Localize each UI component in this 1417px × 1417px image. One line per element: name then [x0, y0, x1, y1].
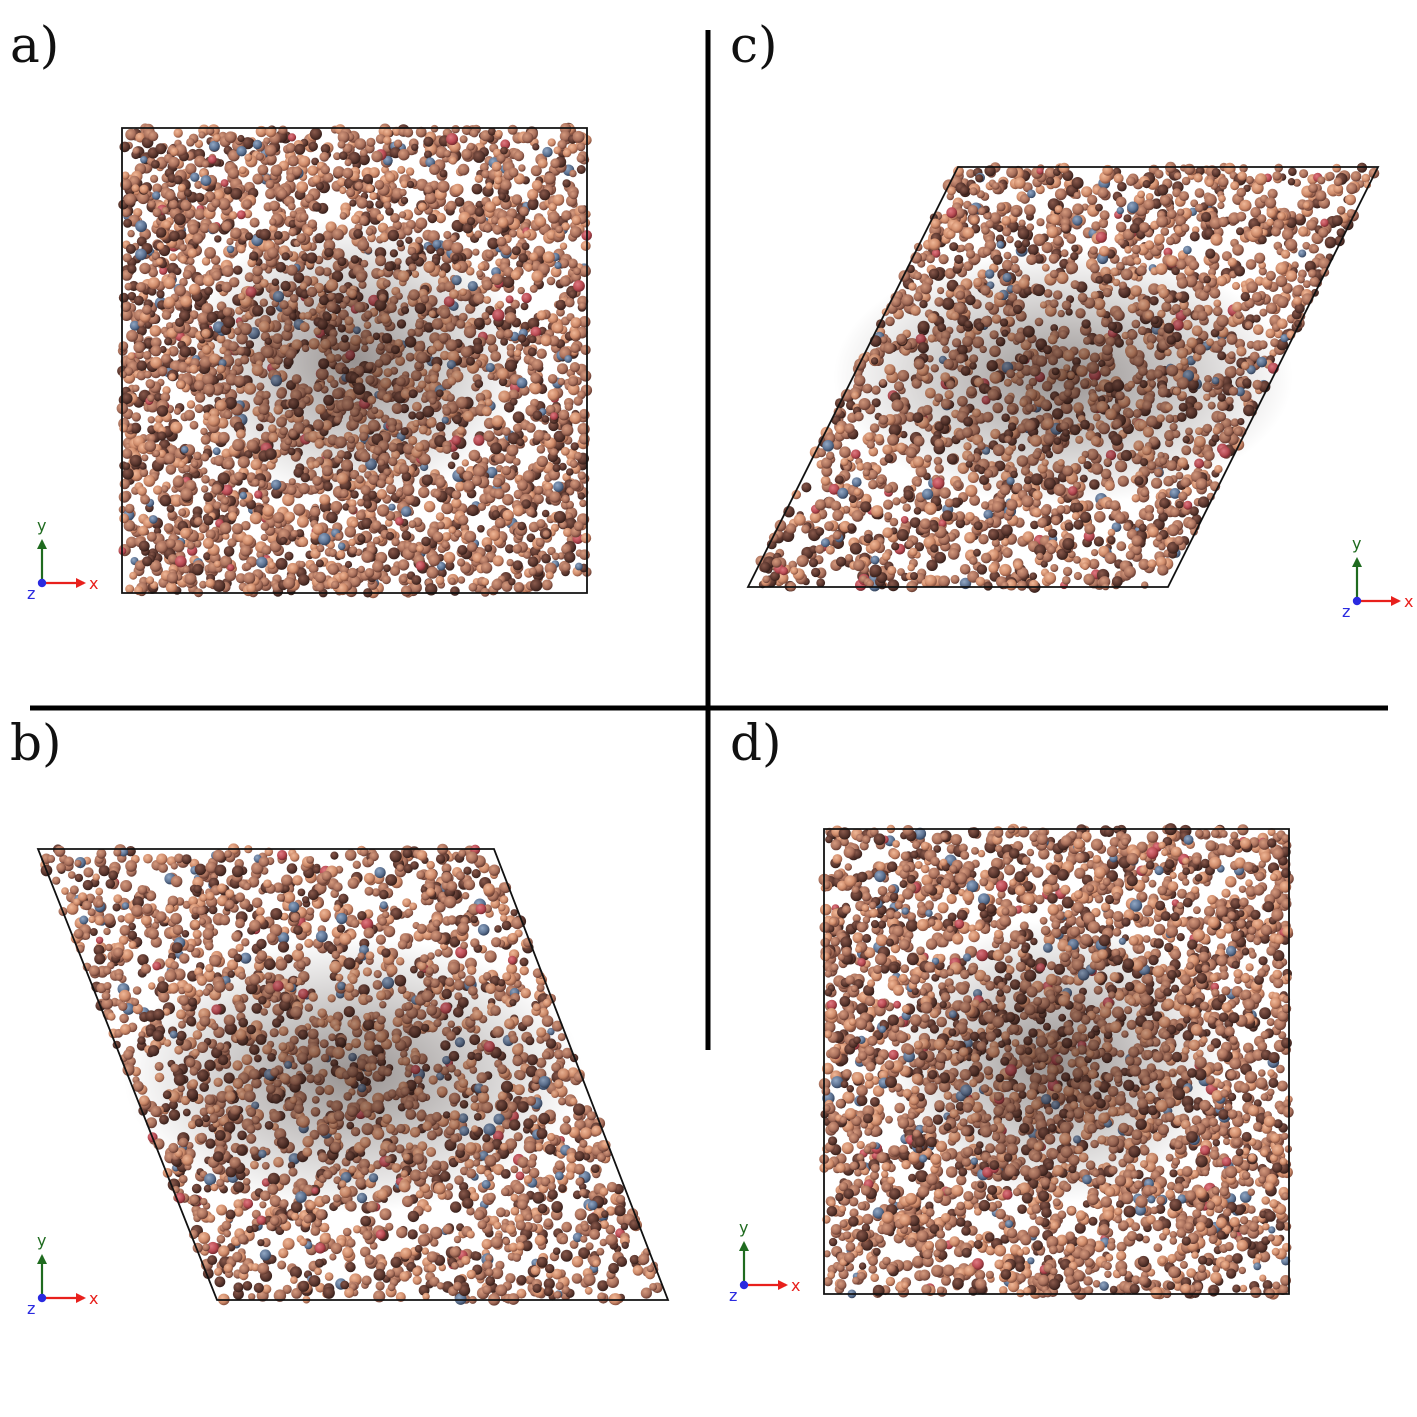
panel-b: xyz — [27, 843, 670, 1318]
panel-label-d: d) — [730, 714, 782, 772]
axis-triad-b: xyz — [27, 1231, 98, 1318]
axis-triad-d: xyz — [729, 1218, 800, 1305]
panel-c: xyz — [746, 161, 1413, 621]
simulation-cell-b — [36, 843, 670, 1306]
panel-d: xyz — [729, 823, 1294, 1305]
panel-a: x y z — [27, 122, 593, 603]
simulation-cell-a — [116, 122, 593, 599]
panel-label-b: b) — [10, 714, 62, 772]
svg-text:z: z — [27, 584, 35, 603]
svg-text:y: y — [37, 516, 46, 535]
panel-label-a: a) — [10, 16, 60, 74]
panel-label-c: c) — [730, 16, 778, 74]
axis-triad-c: xyz — [1342, 534, 1413, 621]
simulation-cell-d — [818, 823, 1294, 1300]
simulation-cell-c — [746, 161, 1380, 593]
axis-triad-a: x y z — [27, 516, 98, 603]
svg-text:x: x — [89, 574, 98, 593]
